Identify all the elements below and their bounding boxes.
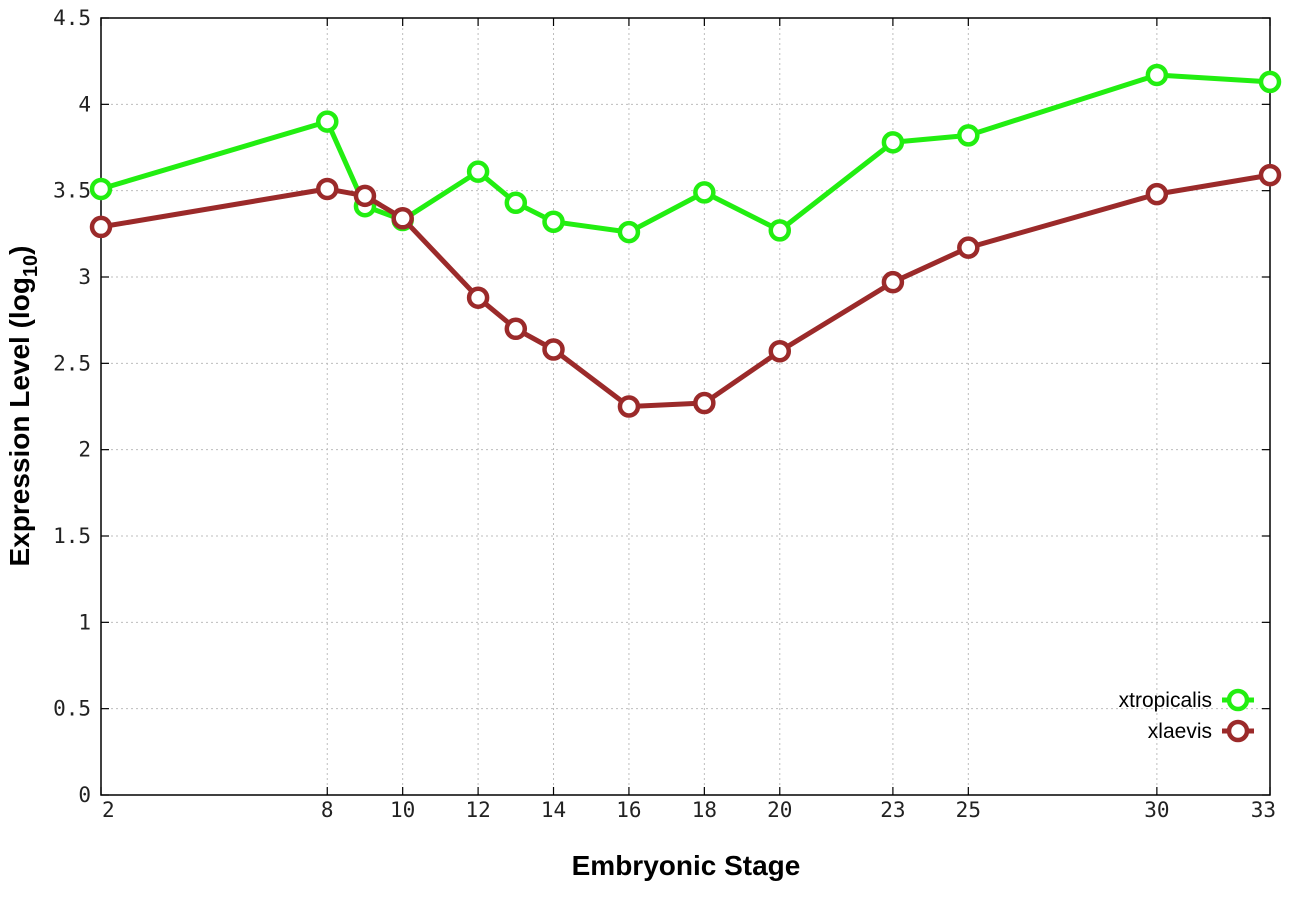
- series-xlaevis: [89, 163, 1282, 418]
- data-point-xlaevis: [89, 215, 113, 239]
- data-point-xlaevis: [1145, 182, 1169, 206]
- y-tick-label: 3.5: [53, 179, 91, 203]
- series-xtropicalis: [89, 63, 1282, 244]
- data-point-xtropicalis: [881, 131, 905, 154]
- data-point-xtropicalis: [316, 110, 339, 133]
- data-point-xlaevis: [353, 184, 377, 208]
- x-tick-label: 14: [541, 798, 566, 822]
- legend-marker-xtropicalis: [1226, 688, 1250, 712]
- legend: xtropicalis xlaevis: [1119, 688, 1254, 743]
- series-line-xtropicalis: [100, 72, 1271, 235]
- y-tick-label: 2.5: [53, 351, 91, 375]
- legend-marker-xlaevis: [1226, 719, 1250, 743]
- data-point-xlaevis: [466, 286, 490, 309]
- data-point-xlaevis: [881, 270, 905, 294]
- y-tick-label: 2: [78, 438, 91, 462]
- data-point-xtropicalis: [1145, 63, 1169, 87]
- x-tick-label: 23: [880, 798, 905, 822]
- data-point-xlaevis: [542, 338, 565, 361]
- x-tick-label: 12: [465, 798, 490, 822]
- data-point-xlaevis: [957, 236, 980, 259]
- data-point-xtropicalis: [1258, 70, 1282, 94]
- data-point-xtropicalis: [957, 124, 980, 147]
- x-tick-label: 33: [1251, 798, 1276, 822]
- data-point-xtropicalis: [768, 219, 792, 242]
- data-point-xtropicalis: [466, 160, 490, 183]
- data-point-xlaevis: [504, 317, 528, 341]
- data-point-xtropicalis: [617, 220, 641, 244]
- data-point-xlaevis: [617, 395, 641, 418]
- data-point-xtropicalis: [504, 191, 528, 215]
- x-tick-label: 8: [321, 798, 334, 822]
- data-point-xtropicalis: [89, 177, 113, 201]
- y-tick-label: 1.5: [53, 524, 91, 548]
- x-tick-label: 16: [616, 798, 641, 822]
- legend-label-xlaevis: xlaevis: [1148, 720, 1212, 743]
- y-tick-label: 4: [78, 92, 91, 116]
- data-point-xtropicalis: [542, 210, 565, 233]
- x-tick-label: 18: [692, 798, 717, 822]
- data-point-xlaevis: [316, 177, 339, 201]
- y-axis-title: Expression Level (log10): [4, 246, 42, 567]
- series-line-xlaevis: [100, 172, 1271, 409]
- y-tick-label: 1: [78, 610, 91, 634]
- data-point-xtropicalis: [693, 181, 716, 204]
- x-tick-label: 30: [1144, 798, 1169, 822]
- series-layer: [89, 63, 1282, 418]
- data-point-xlaevis: [693, 391, 716, 415]
- plot-frame: [100, 17, 1271, 796]
- x-tick-label: 10: [390, 798, 415, 822]
- y-tick-label: 0.5: [53, 697, 91, 721]
- axis-ticks: 2 8 10 12 14 16 18 20 23 25 30 33 0 0.5 1 1.5 2 2.5 3 3.5 4 4…: [53, 6, 1276, 822]
- y-tick-label: 3: [78, 265, 91, 289]
- x-axis-title: Embryonic Stage: [572, 850, 801, 881]
- x-tick-label: 2: [102, 798, 115, 822]
- data-point-xlaevis: [768, 339, 792, 363]
- y-tick-label: 4.5: [53, 6, 91, 30]
- y-tick-label: 0: [78, 783, 91, 807]
- x-tick-label: 20: [767, 798, 792, 822]
- data-point-xlaevis: [391, 207, 414, 230]
- x-tick-label: 25: [956, 798, 981, 822]
- legend-label-xtropicalis: xtropicalis: [1119, 689, 1212, 712]
- data-point-xlaevis: [1258, 163, 1282, 187]
